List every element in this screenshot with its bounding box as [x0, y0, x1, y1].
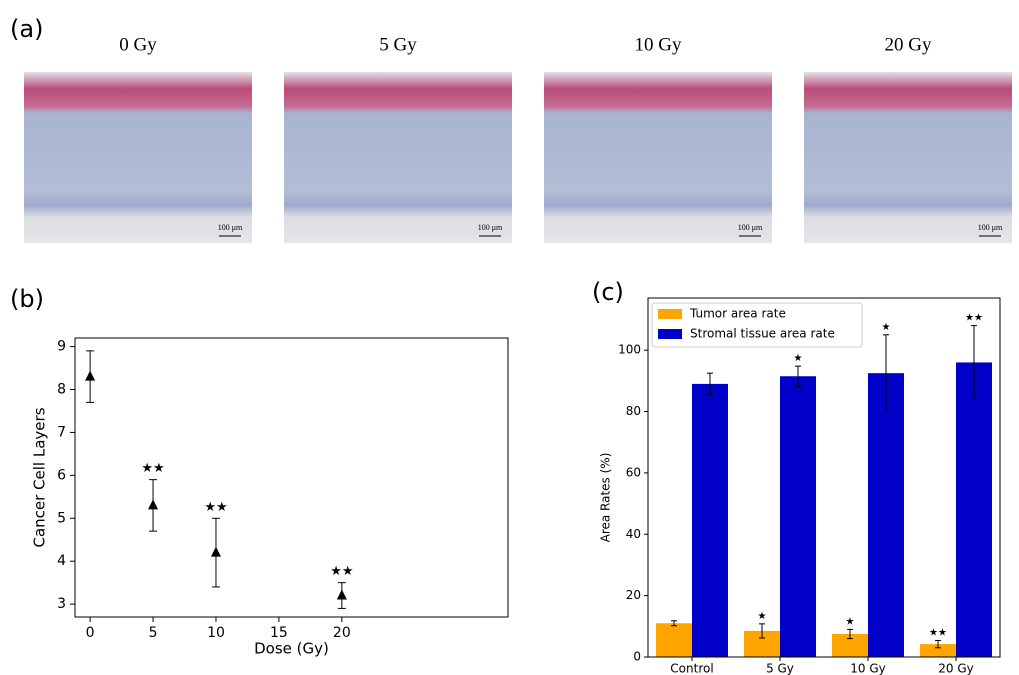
x-axis-label: Dose (Gy) [254, 640, 329, 658]
error-bar [883, 334, 889, 413]
panel-label: (c) [592, 278, 624, 306]
x-tick-label: 0 [86, 625, 95, 641]
significance: ★★ [141, 461, 164, 476]
micrograph [544, 72, 772, 243]
bar [832, 633, 868, 657]
y-tick-label: 7 [57, 424, 66, 440]
x-tick-label: 5 [149, 625, 158, 641]
bar [780, 376, 816, 657]
image-caption: 0 Gy [119, 34, 157, 55]
y-tick-label: 100 [618, 343, 641, 357]
significance: ★ [758, 611, 767, 622]
y-tick-label: 80 [626, 404, 641, 418]
y-tick-label: 8 [57, 382, 66, 398]
y-tick-label: 9 [57, 339, 66, 355]
y-tick-label: 0 [633, 650, 641, 664]
image-caption: 5 Gy [379, 34, 417, 55]
significance: ★★ [330, 564, 353, 579]
bar [956, 362, 992, 657]
significance: ★ [846, 616, 855, 627]
scale-label: 100 μm [738, 223, 763, 232]
point [336, 589, 347, 600]
image-caption: 20 Gy [885, 34, 932, 55]
micrograph [284, 72, 512, 243]
x-tick-label: 10 Gy [850, 662, 885, 675]
scale-label: 100 μm [218, 223, 243, 232]
micrograph [804, 72, 1012, 243]
error-bar [847, 628, 853, 640]
error-bar [759, 623, 765, 639]
image-caption: 10 Gy [635, 34, 682, 55]
significance: ★★ [929, 627, 947, 638]
plot-frame [74, 337, 509, 618]
y-tick-label: 4 [57, 553, 66, 569]
error-bar [971, 325, 977, 400]
bar [868, 373, 904, 657]
significance: ★★ [965, 313, 983, 324]
significance: ★★ [204, 500, 227, 515]
point [210, 546, 221, 557]
error-bar [795, 365, 801, 387]
error-bar [671, 620, 677, 627]
panel-label: (b) [10, 285, 44, 313]
legend-label: Stromal tissue area rate [690, 327, 835, 341]
x-tick-label: 15 [270, 625, 288, 641]
legend-box [651, 302, 863, 348]
y-axis-label: Cancer Cell Layers [31, 407, 49, 547]
x-tick-label: Control [670, 662, 713, 675]
bar [692, 383, 728, 657]
error-bar [935, 639, 941, 649]
scale-label: 100 μm [478, 223, 503, 232]
x-tick-label: 20 [333, 625, 351, 641]
y-tick-label: 3 [57, 596, 66, 612]
point [85, 370, 96, 381]
x-tick-label: 5 Gy [766, 662, 794, 675]
y-tick-label: 60 [626, 465, 641, 479]
point [148, 499, 159, 510]
bar [920, 644, 956, 657]
significance: ★ [882, 322, 891, 333]
panel-label: (a) [10, 15, 43, 43]
legend-swatch [658, 309, 682, 319]
y-tick-label: 5 [57, 510, 66, 526]
micrograph [24, 72, 252, 243]
y-tick-label: 40 [626, 527, 641, 541]
bar [656, 623, 692, 657]
error-bar [707, 372, 713, 396]
legend-swatch [658, 329, 682, 339]
y-axis-label: Area Rates (%) [599, 453, 613, 543]
x-tick-label: 20 Gy [938, 662, 973, 675]
y-tick-label: 20 [626, 588, 641, 602]
significance: ★ [794, 353, 803, 364]
legend-label: Tumor area rate [689, 307, 786, 321]
scale-label: 100 μm [978, 223, 1003, 232]
y-tick-label: 6 [57, 467, 66, 483]
x-tick-label: 10 [207, 625, 225, 641]
plot-frame [647, 297, 1001, 658]
